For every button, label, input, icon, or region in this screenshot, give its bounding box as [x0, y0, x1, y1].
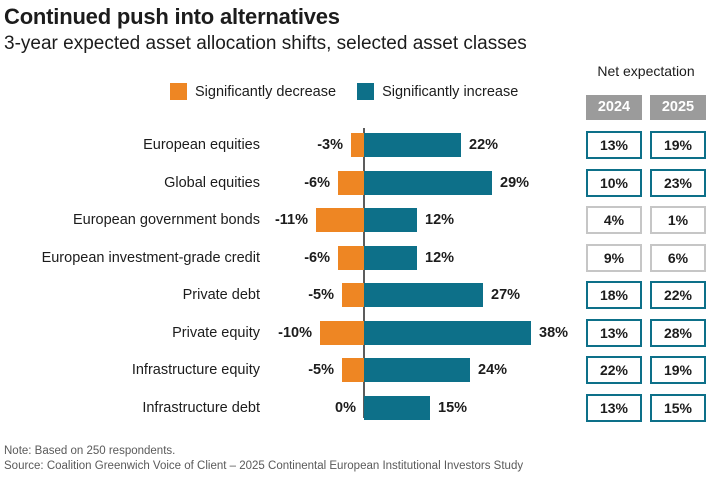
bar-area: -5% 27%	[260, 276, 580, 314]
year-2025-header: 2025	[650, 95, 706, 120]
net-2024-box: 10%	[586, 169, 642, 197]
decrease-value: -5%	[308, 287, 334, 303]
note-line: Note: Based on 250 respondents.	[4, 445, 176, 457]
category-label: European equities	[143, 137, 260, 153]
decrease-value: -11%	[274, 212, 308, 228]
net-2025-box: 19%	[650, 356, 706, 384]
net-2025-box: 6%	[650, 244, 706, 272]
net-2025-box: 19%	[650, 131, 706, 159]
increase-value: 12%	[425, 212, 455, 228]
bar-area: -10% 38%	[260, 314, 580, 352]
net-2025-box: 22%	[650, 281, 706, 309]
chart-row: European investment-grade credit -6% 12%…	[0, 239, 720, 277]
decrease-value: -3%	[317, 137, 343, 153]
category-label: Global equities	[164, 175, 260, 191]
year-2024-header: 2024	[586, 95, 642, 120]
increase-bar[interactable]	[364, 133, 461, 157]
page-title: Continued push into alternatives	[4, 4, 340, 29]
legend-increase-label: Significantly increase	[382, 83, 519, 100]
bar-area: 0% 15%	[260, 389, 580, 427]
net-2025-box: 1%	[650, 206, 706, 234]
bar-area: -6% 29%	[260, 164, 580, 202]
net-2025-box: 23%	[650, 169, 706, 197]
legend-item-decrease: Significantly decrease	[170, 83, 336, 100]
decrease-bar[interactable]	[320, 321, 364, 345]
chart-row: European government bonds -11% 12% 4% 1%	[0, 201, 720, 239]
chart-row: Global equities -6% 29% 10% 23%	[0, 164, 720, 202]
legend-item-increase: Significantly increase	[357, 83, 518, 100]
category-label: Infrastructure debt	[142, 400, 260, 416]
increase-swatch-icon	[357, 83, 375, 100]
net-expectation-header: Net expectation	[597, 63, 695, 79]
category-label: European investment-grade credit	[41, 250, 260, 266]
increase-value: 22%	[469, 137, 499, 153]
legend-decrease-label: Significantly decrease	[195, 83, 337, 100]
category-label: Infrastructure equity	[131, 362, 260, 378]
chart-row: European equities -3% 22% 13% 19%	[0, 126, 720, 164]
net-2024-box: 4%	[586, 206, 642, 234]
increase-bar[interactable]	[364, 358, 470, 382]
zero-axis-line	[363, 128, 365, 418]
footnote: Note: Based on 250 respondents. Source: …	[4, 444, 523, 474]
increase-value: 15%	[438, 400, 468, 416]
chart-row: Infrastructure debt 0% 15% 13% 15%	[0, 389, 720, 427]
increase-value: 27%	[491, 287, 521, 303]
decrease-bar[interactable]	[338, 171, 364, 195]
increase-value: 12%	[425, 250, 455, 266]
decrease-value: -6%	[304, 175, 330, 191]
increase-bar[interactable]	[364, 396, 430, 420]
increase-bar[interactable]	[364, 321, 531, 345]
category-label: Private equity	[172, 325, 260, 341]
net-2024-box: 9%	[586, 244, 642, 272]
net-2025-box: 28%	[650, 319, 706, 347]
decrease-bar[interactable]	[351, 133, 364, 157]
decrease-bar[interactable]	[342, 283, 364, 307]
decrease-value: -10%	[278, 325, 312, 341]
source-line: Source: Coalition Greenwich Voice of Cli…	[4, 460, 524, 472]
increase-bar[interactable]	[364, 283, 483, 307]
net-2024-box: 13%	[586, 131, 642, 159]
decrease-bar[interactable]	[342, 358, 364, 382]
decrease-value: -5%	[308, 362, 334, 378]
legend: Significantly decrease Significantly inc…	[170, 83, 518, 100]
increase-bar[interactable]	[364, 208, 417, 232]
decrease-bar[interactable]	[316, 208, 364, 232]
increase-value: 38%	[539, 325, 569, 341]
bar-area: -3% 22%	[260, 126, 580, 164]
increase-value: 24%	[478, 362, 508, 378]
category-label: European government bonds	[72, 212, 260, 228]
bar-area: -6% 12%	[260, 239, 580, 277]
chart-row: Infrastructure equity -5% 24% 22% 19%	[0, 351, 720, 389]
decrease-value: -6%	[304, 250, 330, 266]
increase-value: 29%	[500, 175, 530, 191]
net-2025-box: 15%	[650, 394, 706, 422]
bar-area: -11% 12%	[260, 201, 580, 239]
decrease-value: 0%	[335, 400, 356, 416]
category-label: Private debt	[182, 287, 260, 303]
chart-row: Private debt -5% 27% 18% 22%	[0, 276, 720, 314]
net-2024-box: 13%	[586, 319, 642, 347]
net-2024-box: 18%	[586, 281, 642, 309]
decrease-swatch-icon	[170, 83, 187, 100]
net-2024-box: 13%	[586, 394, 642, 422]
chart-row: Private equity -10% 38% 13% 28%	[0, 314, 720, 352]
net-2024-box: 22%	[586, 356, 642, 384]
page-subtitle: 3-year expected asset allocation shifts,…	[4, 33, 527, 54]
increase-bar[interactable]	[364, 171, 492, 195]
bar-area: -5% 24%	[260, 351, 580, 389]
increase-bar[interactable]	[364, 246, 417, 270]
decrease-bar[interactable]	[338, 246, 364, 270]
